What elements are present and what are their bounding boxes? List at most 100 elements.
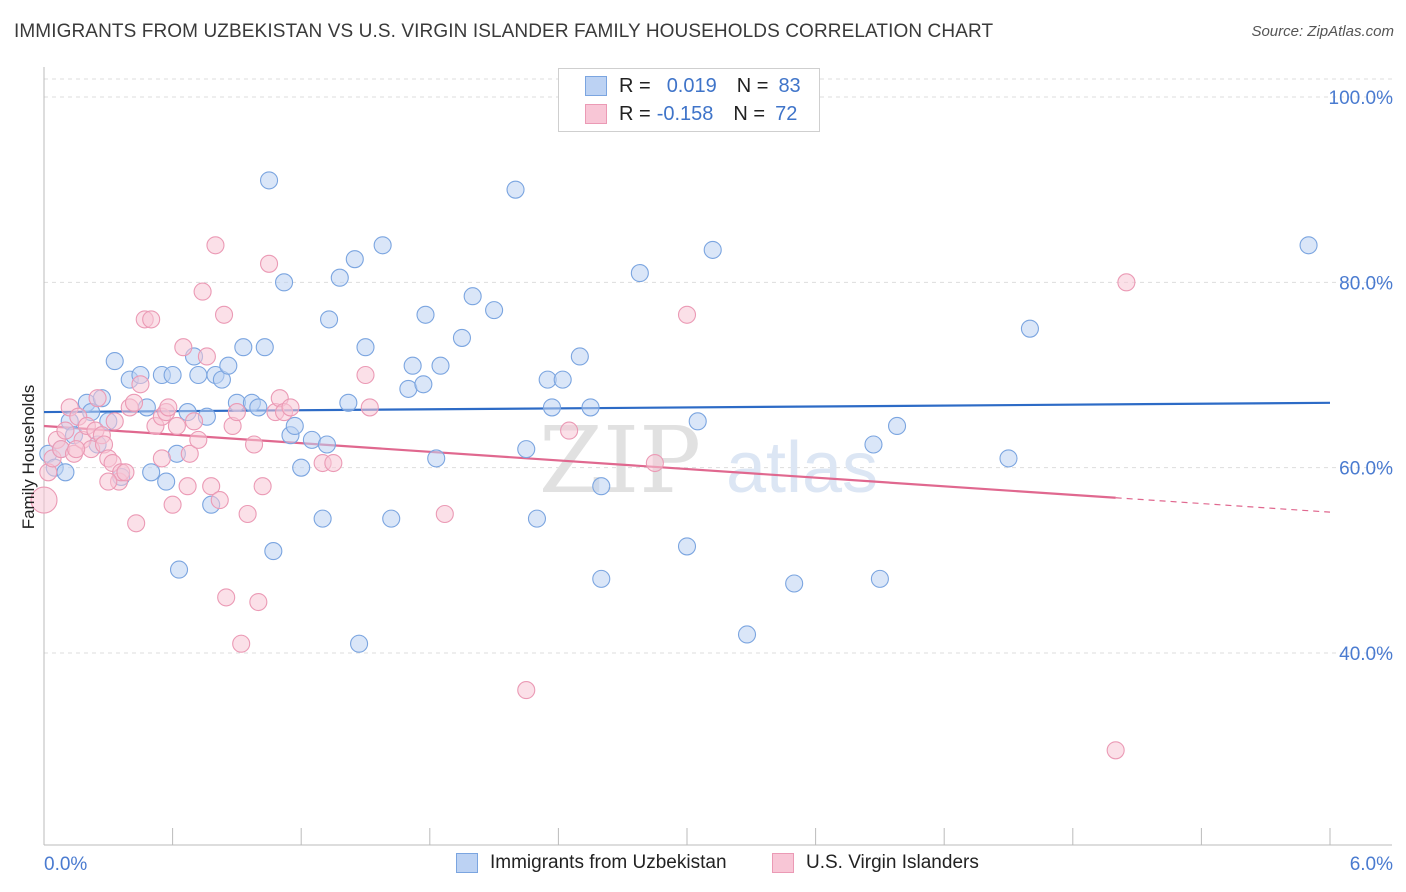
uzbekistan-point — [785, 574, 804, 593]
uzbekistan-point — [403, 356, 422, 375]
x-tick-label: 6.0% — [1350, 854, 1393, 875]
uzbekistan-point — [427, 449, 446, 468]
uzbekistan-point — [163, 365, 182, 385]
uzbekistan-point — [688, 412, 707, 431]
uzbekistan-point — [1020, 319, 1039, 338]
axes — [43, 67, 1392, 846]
virgin-islander-point — [249, 592, 268, 612]
virgin-islander-point — [197, 347, 216, 366]
uzbekistan-point — [142, 463, 161, 482]
virgin-islander-point — [105, 412, 124, 431]
virgin-islander-point — [99, 472, 118, 491]
x-tick-label: 0.0% — [44, 854, 87, 875]
pink-swatch — [772, 853, 794, 873]
uzbekistan-point — [703, 240, 722, 259]
virgin-islander-point — [232, 634, 251, 653]
y-tick-label: 80.0% — [1339, 273, 1393, 294]
uzbekistan-point — [431, 356, 450, 375]
uzbekistan-point — [259, 171, 279, 190]
virgin-islander-point — [180, 444, 199, 463]
uzbekistan-point — [313, 509, 332, 528]
virgin-islander-point — [174, 338, 193, 357]
axis-labels: 40.0% 60.0% 80.0% 100.0% 0.0% 6.0% Family Hous… — [19, 88, 1393, 875]
data-points — [30, 171, 1318, 760]
virgin-islander-point — [227, 403, 246, 422]
virgin-islander-point — [189, 430, 208, 449]
pink-swatch — [585, 104, 607, 124]
uzbekistan-point — [463, 287, 482, 306]
legend-item-virgin-islanders[interactable]: U.S. Virgin Islanders — [772, 852, 979, 874]
uzbekistan-point — [527, 509, 547, 528]
virgin-islander-point — [184, 412, 204, 431]
virgin-islander-point — [677, 305, 697, 324]
uzbekistan-point — [485, 301, 504, 320]
series-legend: Immigrants from Uzbekistan U.S. Virgin I… — [0, 852, 1406, 876]
legend-row-uzbekistan: R = 0.019 N = 83 — [585, 73, 801, 99]
uzbekistan-point — [999, 449, 1018, 468]
y-tick-label: 100.0% — [1329, 88, 1394, 109]
uzbekistan-point — [249, 398, 268, 417]
virgin-islander-point — [142, 310, 161, 329]
virgin-islander-point — [259, 254, 279, 273]
uzbekistan-point — [506, 180, 525, 199]
virgin-islander-trend-line — [43, 424, 1116, 499]
n-value: 72 — [775, 102, 798, 125]
chart-title: IMMIGRANTS FROM UZBEKISTAN VS U.S. VIRGI… — [14, 21, 994, 42]
uzbekistan-point — [553, 370, 572, 389]
uzbekistan-point — [219, 356, 238, 375]
virgin-islander-point — [88, 389, 107, 408]
virgin-islander-point — [30, 486, 58, 514]
virgin-islander-point — [1117, 273, 1136, 292]
virgin-islander-trend-extension — [1115, 497, 1331, 513]
uzbekistan-point — [320, 310, 339, 329]
watermark-atlas: atlas — [726, 428, 878, 508]
uzbekistan-point — [538, 370, 557, 389]
virgin-islander-point — [127, 514, 146, 533]
uzbekistan-point — [350, 634, 369, 653]
uzbekistan-point — [399, 379, 418, 398]
virgin-islander-point — [435, 504, 454, 524]
virgin-islander-point — [1106, 741, 1125, 760]
virgin-islander-point — [253, 477, 272, 496]
uzbekistan-point — [737, 625, 757, 644]
legend-item-uzbekistan[interactable]: Immigrants from Uzbekistan — [456, 852, 727, 874]
uzbekistan-point — [292, 458, 311, 477]
legend-row-virgin-islanders: R = -0.158 N = 72 — [585, 101, 797, 127]
r-label: R = — [619, 74, 651, 97]
uzbekistan-point — [285, 416, 304, 436]
virgin-islander-point — [281, 398, 300, 417]
virgin-islander-point — [210, 491, 229, 510]
uzbekistan-point — [302, 430, 321, 449]
uzbekistan-point — [382, 509, 401, 528]
uzbekistan-point — [1299, 236, 1318, 255]
uzbekistan-point — [870, 569, 889, 588]
n-value: 83 — [778, 74, 801, 97]
n-label: N = — [733, 102, 766, 125]
uzbekistan-point — [592, 569, 611, 588]
virgin-islander-point — [324, 453, 343, 473]
n-label: N = — [736, 74, 769, 97]
virgin-islander-point — [167, 416, 186, 436]
r-value: 0.019 — [666, 74, 717, 97]
uzbekistan-point — [189, 365, 208, 385]
uzbekistan-point — [275, 273, 294, 292]
uzbekistan-point — [255, 338, 274, 357]
virgin-islander-point — [116, 463, 135, 482]
uzbekistan-point — [317, 435, 336, 454]
virgin-islander-point — [560, 421, 579, 440]
watermark: ZIP atlas — [539, 407, 878, 514]
uzbekistan-point — [864, 435, 883, 454]
virgin-islander-point — [356, 365, 375, 385]
uzbekistan-point — [887, 416, 907, 436]
uzbekistan-point — [416, 305, 435, 324]
virgin-islander-point — [67, 440, 86, 459]
virgin-islander-point — [360, 398, 379, 417]
uzbekistan-point — [264, 542, 283, 561]
virgin-islander-point — [238, 504, 257, 524]
virgin-islander-point — [244, 435, 264, 454]
uzbekistan-point — [677, 537, 697, 556]
y-tick-label: 60.0% — [1339, 459, 1393, 480]
virgin-islander-point — [193, 282, 212, 301]
virgin-islander-point — [152, 449, 171, 468]
